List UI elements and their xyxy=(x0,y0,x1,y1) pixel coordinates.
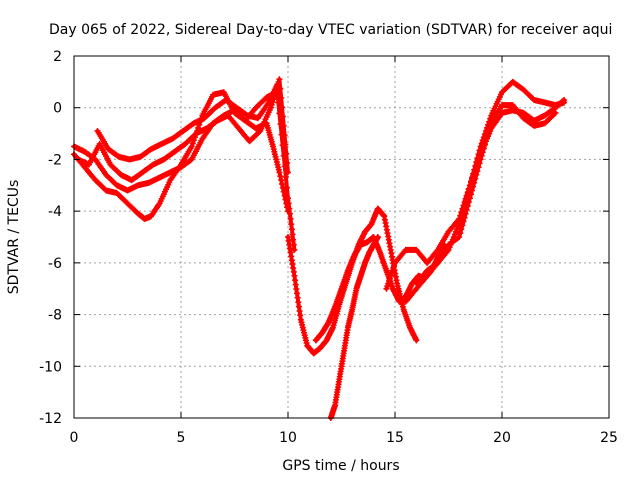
data-point xyxy=(288,221,295,228)
data-point xyxy=(189,140,196,147)
x-tick-label: 0 xyxy=(70,430,79,446)
data-point xyxy=(464,203,471,209)
chart-title: Day 065 of 2022, Sidereal Day-to-day VTE… xyxy=(49,22,612,38)
data-point xyxy=(279,104,285,111)
data-point xyxy=(470,183,477,190)
y-tick-label: -10 xyxy=(39,359,62,375)
data-point xyxy=(285,200,292,207)
data-point xyxy=(475,164,482,171)
data-point xyxy=(278,177,285,184)
data-point xyxy=(286,210,293,217)
data-point xyxy=(413,337,420,344)
data-point xyxy=(267,104,274,111)
data-point xyxy=(468,191,474,198)
data-point xyxy=(457,230,464,237)
data-point xyxy=(471,179,478,186)
data-point xyxy=(291,246,298,253)
data-point xyxy=(276,76,283,83)
data-point xyxy=(479,149,486,156)
y-tick-label: 0 xyxy=(53,101,62,117)
series-arc-7 xyxy=(327,234,381,421)
data-point xyxy=(278,94,285,101)
y-tick-label: -4 xyxy=(48,204,62,220)
data-point xyxy=(455,234,462,241)
axis-ticks: 0 5 10 15 20 25 -12 -10 -8 -6 -4 -2 0 2 xyxy=(39,49,618,446)
data-point xyxy=(459,222,466,229)
y-axis-title: SDTVAR / TECUs xyxy=(6,180,22,295)
data-point xyxy=(474,168,481,175)
plot-frame xyxy=(73,55,610,419)
data-point xyxy=(486,127,493,134)
x-tick-label: 20 xyxy=(493,430,511,446)
data-point xyxy=(466,195,473,202)
x-tick-label: 15 xyxy=(386,430,404,446)
data-point xyxy=(286,205,293,212)
data-point xyxy=(456,234,463,240)
data-point xyxy=(283,184,290,191)
data-point xyxy=(458,226,465,233)
y-tick-label: -2 xyxy=(48,152,62,168)
data-point xyxy=(285,195,291,202)
data-point xyxy=(279,181,285,187)
series-arc-4 xyxy=(94,81,281,163)
data-point xyxy=(288,226,295,233)
data-point xyxy=(561,97,568,103)
series-arc-3 xyxy=(75,76,291,184)
y-tick-label: -12 xyxy=(39,411,62,427)
data-point xyxy=(282,141,289,148)
x-axis-title: GPS time / hours xyxy=(282,458,399,474)
data-point xyxy=(279,113,286,120)
data-point xyxy=(478,152,485,159)
data-point xyxy=(460,218,467,225)
data-point xyxy=(256,129,263,135)
data-point xyxy=(287,215,294,222)
data-point xyxy=(462,210,469,217)
data-point xyxy=(284,160,291,166)
data-point xyxy=(487,123,494,130)
data-point xyxy=(283,150,290,157)
data-point xyxy=(477,156,484,163)
data-point xyxy=(277,173,284,180)
data-point xyxy=(480,145,487,152)
x-tick-label: 5 xyxy=(177,430,186,446)
data-point xyxy=(274,81,281,88)
data-point xyxy=(481,141,488,148)
data-point xyxy=(473,171,480,178)
data-point xyxy=(289,231,296,238)
data-point xyxy=(188,143,195,150)
y-tick-label: -8 xyxy=(48,308,62,324)
series-arc-10 xyxy=(413,102,559,287)
data-point xyxy=(280,122,287,129)
data-point xyxy=(282,174,289,180)
data-point xyxy=(463,206,470,213)
data-point xyxy=(469,187,475,194)
data-point xyxy=(476,160,483,167)
series-arc-5 xyxy=(285,205,420,357)
data-point xyxy=(276,169,283,176)
data-point xyxy=(484,134,490,141)
series-group xyxy=(71,76,568,421)
data-point xyxy=(290,236,297,243)
x-tick-label: 10 xyxy=(279,430,297,446)
y-tick-label: -6 xyxy=(48,256,62,272)
y-tick-label: 2 xyxy=(53,49,62,65)
data-point xyxy=(482,138,489,145)
x-tick-label: 25 xyxy=(600,430,618,446)
data-point xyxy=(551,110,558,117)
data-point xyxy=(485,131,492,138)
data-point xyxy=(281,132,288,139)
data-point xyxy=(285,169,291,176)
data-point xyxy=(552,109,559,116)
data-point xyxy=(461,214,468,221)
data-point xyxy=(472,175,479,182)
data-point xyxy=(465,199,472,206)
data-point xyxy=(374,234,381,240)
